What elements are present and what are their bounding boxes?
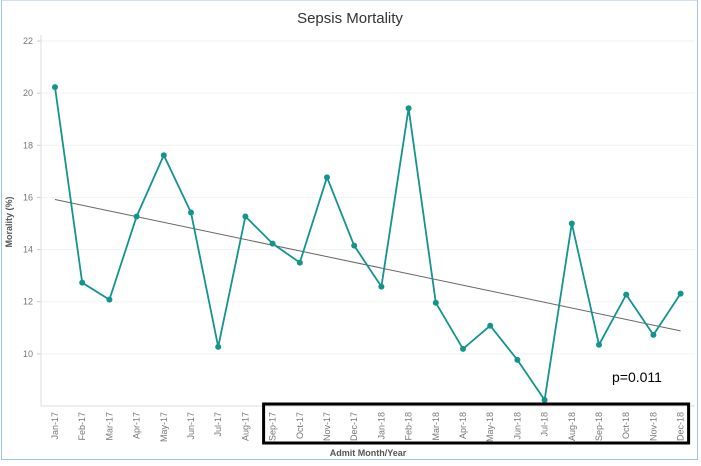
x-tick-label: Nov-17 bbox=[322, 412, 332, 441]
data-point[interactable] bbox=[596, 341, 602, 348]
data-point[interactable] bbox=[133, 213, 140, 220]
x-tick-label: Jul-17 bbox=[213, 412, 223, 437]
x-tick-label: Sep-17 bbox=[268, 412, 278, 441]
data-point[interactable] bbox=[215, 343, 222, 350]
data-point[interactable] bbox=[514, 356, 521, 363]
data-point[interactable] bbox=[541, 397, 548, 404]
x-tick-label: Mar-18 bbox=[431, 412, 441, 441]
x-tick-label: Nov-18 bbox=[648, 412, 658, 441]
highlight-box bbox=[262, 402, 691, 445]
p-value-annotation: p=0.011 bbox=[612, 369, 662, 385]
y-tick-label: 16 bbox=[23, 192, 33, 202]
data-point[interactable] bbox=[378, 283, 385, 290]
x-tick-label: Feb-18 bbox=[404, 412, 414, 441]
data-point[interactable] bbox=[269, 240, 276, 247]
y-tick-label: 14 bbox=[23, 245, 33, 255]
data-point[interactable] bbox=[460, 345, 466, 352]
x-tick-label: Jun-17 bbox=[186, 412, 196, 440]
data-point[interactable] bbox=[351, 242, 358, 249]
data-point[interactable] bbox=[160, 152, 167, 159]
y-tick-label: 10 bbox=[23, 349, 33, 359]
data-point[interactable] bbox=[242, 213, 249, 220]
mortality-series-line bbox=[54, 87, 682, 403]
x-axis-label: Admit Month/Year bbox=[330, 448, 407, 458]
data-point[interactable] bbox=[52, 84, 58, 91]
x-tick-label: Apr-17 bbox=[132, 412, 142, 439]
x-tick-label: Oct-18 bbox=[621, 412, 631, 439]
x-tick-label: Jul-18 bbox=[540, 412, 550, 437]
data-point[interactable] bbox=[650, 331, 657, 338]
y-tick-label: 22 bbox=[23, 36, 33, 46]
x-tick-label: May-17 bbox=[159, 412, 169, 442]
y-tick-label: 18 bbox=[23, 140, 33, 150]
x-tick-label: Aug-17 bbox=[240, 412, 250, 441]
y-axis-label: Morality (%) bbox=[4, 196, 14, 247]
data-point[interactable] bbox=[79, 279, 86, 286]
data-point[interactable] bbox=[677, 290, 684, 297]
x-tick-label: Sep-18 bbox=[594, 412, 604, 441]
data-point[interactable] bbox=[296, 259, 303, 266]
chart-title: Sepsis Mortality bbox=[297, 10, 403, 27]
data-point[interactable] bbox=[405, 105, 412, 112]
x-tick-label: Jan-18 bbox=[376, 412, 386, 440]
data-point[interactable] bbox=[324, 174, 330, 181]
data-point[interactable] bbox=[432, 299, 439, 306]
x-tick-label: Aug-18 bbox=[567, 412, 577, 441]
x-tick-label: Mar-17 bbox=[104, 412, 114, 441]
y-tick-label: 20 bbox=[23, 88, 33, 98]
x-tick-label: May-18 bbox=[485, 412, 495, 442]
x-tick-label: Apr-18 bbox=[458, 412, 468, 439]
x-tick-label: Feb-17 bbox=[77, 412, 87, 441]
data-point[interactable] bbox=[487, 322, 494, 329]
x-tick-label: Oct-17 bbox=[295, 412, 305, 439]
data-point[interactable] bbox=[106, 296, 113, 303]
x-tick-label: Jun-18 bbox=[512, 412, 522, 440]
data-point[interactable] bbox=[623, 291, 630, 298]
x-tick-label: Dec-17 bbox=[349, 412, 359, 441]
data-point[interactable] bbox=[188, 209, 194, 216]
data-point[interactable] bbox=[568, 220, 575, 227]
x-tick-label: Dec-18 bbox=[676, 412, 686, 441]
x-tick-label: Jan-17 bbox=[50, 412, 60, 440]
y-tick-label: 12 bbox=[23, 297, 33, 307]
